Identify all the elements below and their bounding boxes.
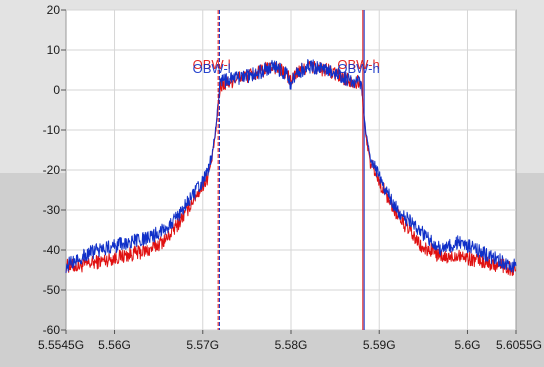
y-tick-label: 0 [53,83,60,97]
x-tick-label: 5.6055G [496,338,542,352]
x-tick-label: 5.6G [454,338,480,352]
y-tick-label: -20 [43,163,61,177]
x-tick-label: 5.57G [186,338,219,352]
y-tick-label: -60 [43,323,61,337]
x-tick-label: 5.59G [363,338,396,352]
marker-label: OBW-l [193,57,231,72]
marker-label: OBW-h [337,57,379,72]
y-axis: 20 10 0 -10 -20 -30 -40 -50 -60 [43,3,66,337]
y-tick-label: -10 [43,123,61,137]
x-axis: 5.5545G 5.56G 5.57G 5.58G 5.59G 5.6G 5.6055G [38,330,542,352]
marker-label: OBW-l [193,61,231,76]
x-tick-label: 5.58G [275,338,308,352]
x-tick-label: 5.5545G [38,338,84,352]
series-line-1 [65,59,517,274]
y-tick-label: 20 [47,3,61,17]
series-group [65,59,517,277]
x-tick-label: 5.56G [98,338,131,352]
y-tick-label: -40 [43,243,61,257]
marker-label: OBW-h [337,61,379,76]
y-tick-label: 10 [47,43,61,57]
y-tick-label: -30 [43,203,61,217]
y-tick-label: -50 [43,283,61,297]
